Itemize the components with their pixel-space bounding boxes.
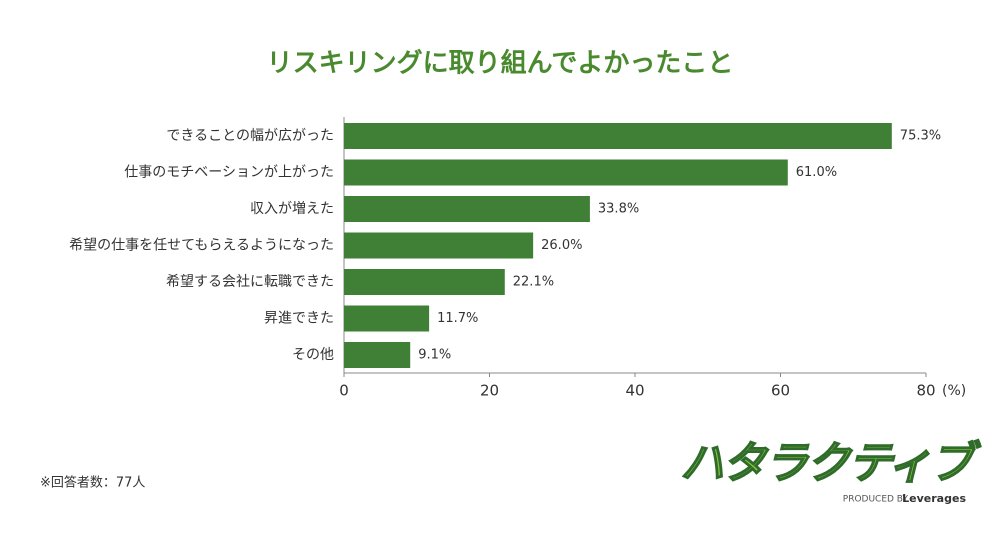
logo: ハタラクティブ: [680, 438, 981, 489]
y-tick-label: 仕事のモチベーションが上がった: [124, 165, 334, 181]
y-tick-label: できることの幅が広がった: [166, 128, 334, 144]
chart-title: リスキリングに取り組んでよかったこと: [267, 48, 734, 79]
y-tick-label: 希望の仕事を任せてもらえるようになった: [69, 238, 334, 254]
x-tick-label: 80: [916, 382, 935, 400]
logo-produced-by: PRODUCED BY: [843, 495, 909, 505]
value-label: 61.0%: [796, 165, 837, 180]
value-label: 22.1%: [513, 275, 554, 290]
value-label: 11.7%: [437, 311, 478, 326]
bar: [344, 196, 590, 222]
y-tick-label: 昇進できた: [264, 311, 334, 327]
y-tick-label: 希望する会社に転職できた: [166, 274, 334, 290]
value-label: 9.1%: [418, 348, 451, 363]
bar: [344, 269, 505, 295]
bar: [344, 342, 411, 368]
x-tick-label: 20: [480, 382, 499, 400]
bar: [344, 159, 788, 186]
x-tick-label: 0: [339, 382, 349, 400]
bar: [344, 305, 430, 332]
note: ※回答者数：77人: [40, 475, 145, 491]
x-tick-label: 60: [771, 382, 790, 400]
bar: [344, 123, 892, 149]
y-tick-label: 収入が増えた: [250, 201, 334, 217]
bar: [344, 232, 534, 259]
logo-company: Leverages: [902, 492, 966, 505]
value-label: 26.0%: [541, 238, 582, 253]
x-tick-label: 40: [625, 382, 644, 400]
value-label: 33.8%: [598, 202, 639, 217]
value-label: 75.3%: [900, 129, 941, 144]
y-tick-label: その他: [292, 347, 334, 363]
x-axis-unit: (%): [942, 383, 966, 399]
